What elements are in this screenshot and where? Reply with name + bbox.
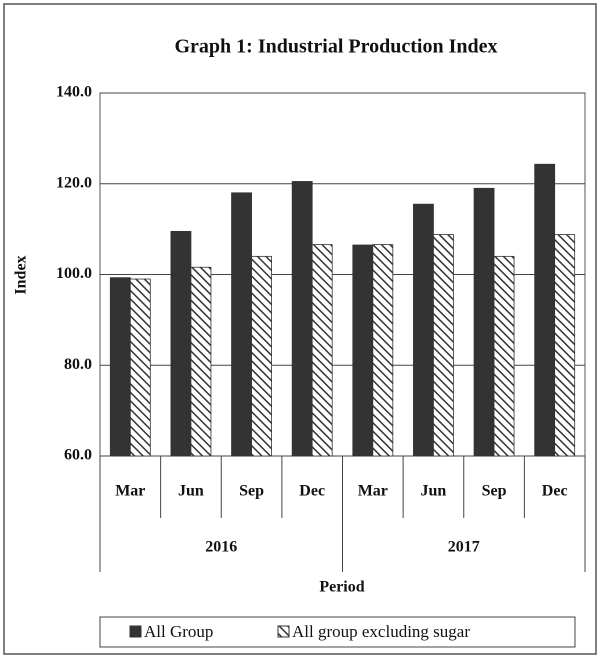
x-tick-label: Mar: [115, 483, 145, 500]
bar: [493, 255, 515, 457]
bar: [311, 244, 333, 457]
bar: [413, 203, 434, 457]
legend-swatch: [129, 625, 142, 638]
bar: [129, 278, 151, 457]
x-tick-label: Dec: [299, 483, 325, 500]
legend-label: All Group: [144, 622, 213, 641]
y-tick-label: 60.0: [64, 447, 92, 464]
x-tick-label: Mar: [358, 483, 388, 500]
bar: [534, 163, 556, 457]
x-axis-label: Period: [319, 579, 364, 596]
y-tick-label: 100.0: [56, 265, 92, 282]
bar: [109, 277, 131, 457]
x-tick-label: Jun: [421, 483, 447, 500]
bar: [251, 255, 272, 457]
chart-title: Graph 1: Industrial Production Index: [174, 36, 497, 58]
bar: [231, 192, 252, 457]
bar: [291, 181, 313, 457]
group-label: 2017: [448, 539, 480, 556]
group-label: 2016: [205, 539, 237, 556]
legend-label: All group excluding sugar: [292, 622, 470, 641]
bar: [190, 266, 212, 457]
y-tick-label: 140.0: [56, 84, 92, 101]
x-tick-label: Sep: [239, 483, 264, 500]
x-tick-label: Dec: [542, 483, 568, 500]
legend-swatch: [277, 625, 290, 638]
x-tick-label: Sep: [482, 483, 507, 500]
y-axis-label: Index: [13, 255, 30, 294]
bar: [170, 230, 192, 457]
bar: [352, 244, 374, 457]
y-tick-label: 80.0: [64, 356, 92, 373]
legend-box: [99, 616, 576, 648]
x-tick-label: Jun: [178, 483, 204, 500]
y-tick-label: 120.0: [56, 174, 92, 191]
bar: [473, 187, 495, 457]
bar: [372, 244, 394, 457]
bar: [433, 234, 454, 457]
bar: [554, 234, 576, 457]
